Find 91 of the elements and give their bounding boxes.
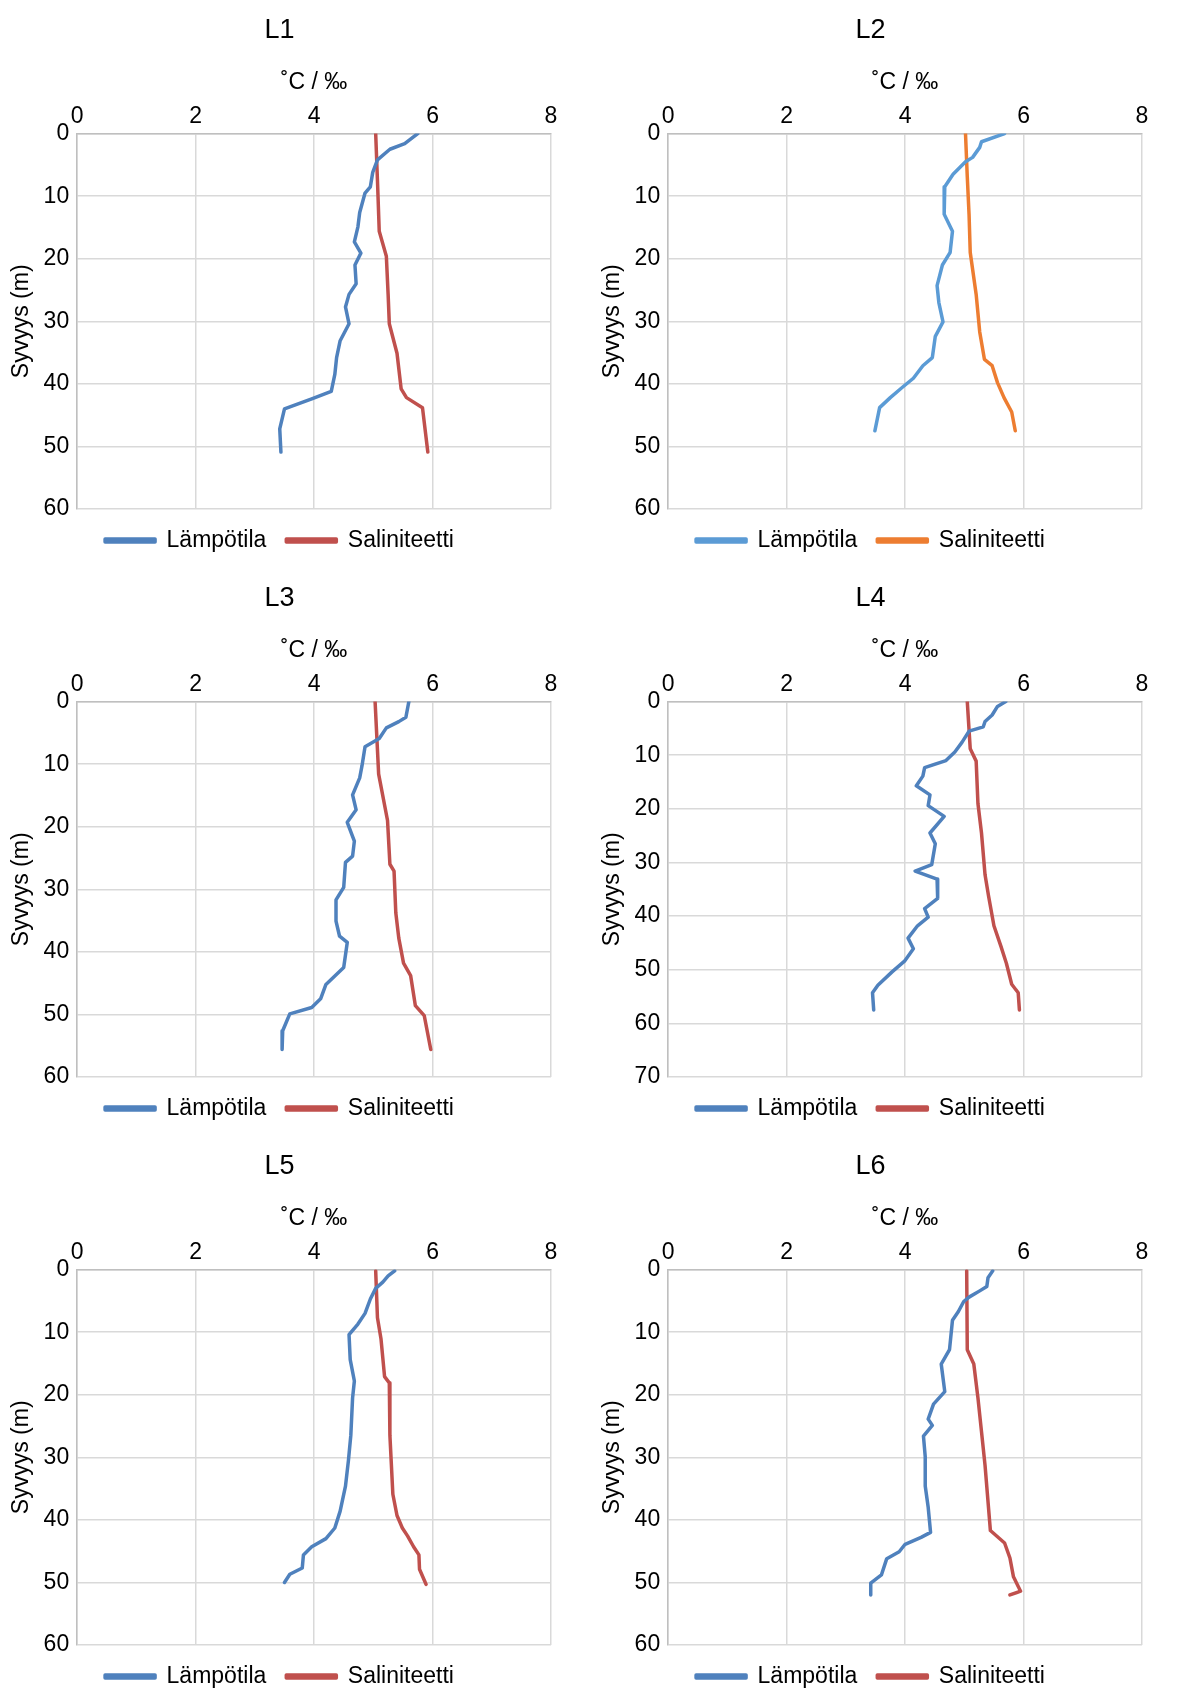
y-axis-title: Syvyys (m)	[7, 1400, 34, 1515]
y-tick-label: 10	[634, 181, 661, 208]
y-tick-label: 10	[43, 1317, 70, 1344]
y-tick-label: 50	[43, 431, 70, 458]
x-tick-label: 8	[544, 102, 558, 129]
x-axis-title: ˚C / ‰	[280, 1203, 348, 1230]
y-tick-label: 40	[634, 901, 661, 928]
y-tick-label: 50	[43, 1567, 70, 1594]
y-tick-label: 30	[634, 1442, 661, 1469]
x-tick-label: 2	[189, 102, 203, 129]
y-tick-label: 40	[43, 1505, 70, 1532]
y-tick-label: 60	[634, 1630, 661, 1657]
legend-label: Saliniteetti	[938, 1093, 1045, 1120]
y-tick-label: 30	[634, 306, 661, 333]
y-tick-label: 30	[43, 874, 70, 901]
legend-label: Saliniteetti	[347, 1661, 454, 1688]
legend-label: Saliniteetti	[347, 525, 454, 552]
y-tick-label: 40	[634, 369, 661, 396]
x-axis-title: ˚C / ‰	[280, 67, 348, 94]
y-axis-title: Syvyys (m)	[7, 832, 34, 947]
x-tick-label: 2	[189, 670, 203, 697]
y-tick-label: 60	[43, 494, 70, 521]
chart-title: L6	[855, 1149, 886, 1180]
y-tick-label: 60	[634, 1008, 661, 1035]
y-tick-label: 40	[634, 1505, 661, 1532]
y-tick-label: 30	[634, 847, 661, 874]
y-tick-label: 20	[43, 1380, 70, 1407]
y-tick-label: 50	[634, 955, 661, 982]
x-tick-label: 6	[1017, 670, 1030, 697]
legend-label: Saliniteetti	[938, 525, 1045, 552]
y-axis-title: Syvyys (m)	[598, 1400, 625, 1515]
x-tick-label: 2	[189, 1238, 203, 1265]
y-tick-label: 20	[634, 1380, 661, 1407]
legend-label: Lämpötila	[757, 525, 858, 552]
x-tick-label: 2	[780, 102, 794, 129]
x-tick-label: 6	[426, 670, 439, 697]
x-tick-label: 8	[1135, 102, 1149, 129]
x-tick-label: 8	[1135, 670, 1149, 697]
y-tick-label: 20	[43, 244, 70, 271]
x-tick-label: 4	[307, 102, 321, 129]
x-tick-label: 4	[898, 1238, 912, 1265]
x-axis-title: ˚C / ‰	[280, 635, 348, 662]
y-tick-label: 10	[634, 1317, 661, 1344]
y-tick-label: 40	[43, 937, 70, 964]
chart-title: L2	[855, 13, 886, 44]
x-tick-label: 8	[544, 1238, 558, 1265]
y-tick-label: 60	[43, 1630, 70, 1657]
y-tick-label: 30	[43, 1442, 70, 1469]
legend-label: Saliniteetti	[347, 1093, 454, 1120]
x-tick-label: 2	[780, 1238, 794, 1265]
legend-label: Lämpötila	[757, 1661, 858, 1688]
chart-title: L5	[264, 1149, 295, 1180]
x-tick-label: 6	[426, 1238, 439, 1265]
y-tick-label: 10	[634, 740, 661, 767]
x-tick-label: 8	[544, 670, 558, 697]
chart-title: L1	[264, 13, 295, 44]
y-tick-label: 20	[43, 812, 70, 839]
y-tick-label: 60	[634, 494, 661, 521]
x-tick-label: 6	[1017, 1238, 1030, 1265]
y-axis-title: Syvyys (m)	[598, 832, 625, 947]
x-tick-label: 2	[780, 670, 794, 697]
y-tick-label: 70	[634, 1062, 661, 1089]
y-tick-label: 10	[43, 181, 70, 208]
chart-title: L3	[264, 581, 295, 612]
x-tick-label: 4	[307, 670, 321, 697]
legend-label: Lämpötila	[166, 1661, 267, 1688]
x-tick-label: 8	[1135, 1238, 1149, 1265]
x-axis-title: ˚C / ‰	[871, 1203, 939, 1230]
y-tick-label: 10	[43, 749, 70, 776]
x-tick-label: 4	[898, 670, 912, 697]
x-tick-label: 6	[426, 102, 439, 129]
y-tick-label: 30	[43, 306, 70, 333]
y-tick-label: 20	[634, 794, 661, 821]
legend-label: Lämpötila	[757, 1093, 858, 1120]
legend-label: Lämpötila	[166, 525, 267, 552]
y-axis-title: Syvyys (m)	[7, 264, 34, 379]
legend-label: Lämpötila	[166, 1093, 267, 1120]
y-tick-label: 50	[634, 431, 661, 458]
y-tick-label: 20	[634, 244, 661, 271]
x-tick-label: 4	[898, 102, 912, 129]
y-axis-title: Syvyys (m)	[598, 264, 625, 379]
x-tick-label: 4	[307, 1238, 321, 1265]
chart-title: L4	[855, 581, 886, 612]
y-tick-label: 50	[634, 1567, 661, 1594]
x-tick-label: 6	[1017, 102, 1030, 129]
x-axis-title: ˚C / ‰	[871, 635, 939, 662]
legend-label: Saliniteetti	[938, 1661, 1045, 1688]
y-tick-label: 60	[43, 1062, 70, 1089]
y-tick-label: 50	[43, 999, 70, 1026]
y-tick-label: 40	[43, 369, 70, 396]
x-axis-title: ˚C / ‰	[871, 67, 939, 94]
